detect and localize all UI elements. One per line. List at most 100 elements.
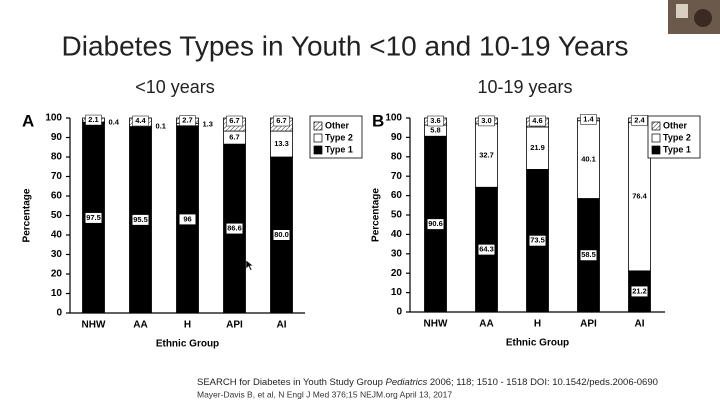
- y-tick-label: 50: [391, 210, 403, 221]
- label-box: [85, 114, 102, 126]
- data-label: 13.3: [274, 139, 289, 148]
- data-label: 80.0: [274, 230, 289, 239]
- data-label: 2.4: [634, 115, 645, 124]
- label-box: [179, 214, 196, 225]
- label-box: [631, 286, 648, 297]
- data-label: 6.7: [229, 133, 239, 142]
- x-tick-label: API: [226, 320, 243, 331]
- data-label: 64.3: [479, 245, 494, 254]
- data-label: 6.7: [229, 116, 239, 125]
- legend-swatch: [313, 121, 323, 131]
- x-tick-label: H: [534, 319, 541, 330]
- citation: SEARCH for Diabetes in Youth Study Group…: [197, 377, 658, 388]
- data-label: 40.1: [581, 155, 596, 164]
- legend-label: Type 2: [325, 132, 353, 142]
- data-label: 2.7: [182, 116, 192, 125]
- y-tick-label: 70: [391, 171, 403, 182]
- data-label: 4.6: [532, 116, 542, 125]
- label-box: [132, 115, 149, 127]
- legend-swatch: [313, 133, 323, 143]
- slide-title: Diabetes Types in Youth <10 and 10-19 Ye…: [62, 30, 629, 61]
- y-tick-label: 10: [51, 288, 63, 299]
- citation-part: SEARCH for Diabetes in Youth Study Group: [197, 377, 386, 388]
- data-label: 1.4: [583, 114, 594, 123]
- label-box: [85, 212, 102, 223]
- panel-letter: B: [372, 111, 384, 130]
- data-label: 32.7: [479, 151, 494, 160]
- data-label: 0.4: [109, 117, 120, 126]
- citation-part: 2006; 118; 1510 - 1518 DOI: 10.1542/peds…: [427, 377, 658, 388]
- label-box: [226, 223, 243, 234]
- data-label: 76.4: [632, 192, 647, 201]
- y-tick-label: 40: [51, 230, 63, 241]
- x-tick-label: AA: [133, 320, 147, 331]
- y-tick-label: 100: [385, 113, 402, 124]
- y-tick-label: 30: [51, 249, 63, 260]
- data-label: 2.1: [88, 115, 98, 124]
- x-tick-label: NHW: [424, 319, 448, 330]
- data-label: 3.0: [481, 116, 491, 125]
- y-tick-label: 80: [51, 152, 63, 163]
- chart-subtitle: <10 years: [135, 77, 215, 97]
- x-tick-label: NHW: [82, 320, 106, 331]
- citation: Mayer-Davis B, et al, N Engl J Med 376;1…: [197, 389, 452, 399]
- y-axis-label: Percentage: [371, 188, 382, 242]
- y-tick-label: 70: [51, 171, 63, 182]
- y-tick-label: 80: [391, 151, 403, 162]
- citation-part: Pediatrics: [386, 377, 428, 388]
- label-box: [226, 115, 243, 127]
- y-tick-label: 20: [51, 269, 63, 280]
- y-tick-label: 90: [51, 132, 63, 143]
- data-label: 5.8: [430, 126, 440, 135]
- label-box: [273, 230, 290, 240]
- label-box: [478, 115, 495, 127]
- x-tick-label: AI: [635, 319, 645, 330]
- y-tick-label: 100: [45, 113, 62, 124]
- x-tick-label: API: [580, 319, 597, 330]
- data-label: 4.4: [135, 116, 146, 125]
- y-tick-label: 90: [391, 132, 403, 143]
- data-label: 3.6: [430, 116, 440, 125]
- webcam-person: [694, 9, 712, 27]
- chart-subtitle: 10-19 years: [477, 77, 572, 97]
- label-box: [580, 114, 597, 125]
- y-tick-label: 0: [56, 308, 62, 319]
- data-label: 21.2: [632, 286, 647, 295]
- label-box: [529, 115, 546, 127]
- webcam-thumbnail: [668, 0, 720, 34]
- legend-swatch: [651, 145, 661, 155]
- panel-letter: A: [22, 111, 34, 130]
- legend-swatch: [651, 133, 661, 143]
- y-tick-label: 0: [396, 307, 402, 318]
- legend-swatch: [313, 145, 323, 155]
- data-label: 21.9: [530, 143, 545, 152]
- legend-swatch: [651, 121, 661, 131]
- y-tick-label: 30: [391, 248, 403, 259]
- y-tick-label: 20: [391, 268, 403, 279]
- y-axis-label: Percentage: [22, 188, 33, 242]
- data-label: 95.5: [133, 215, 148, 224]
- legend-label: Type 2: [663, 132, 691, 142]
- y-tick-label: 10: [391, 287, 403, 298]
- label-box: [179, 115, 196, 126]
- label-box: [273, 115, 290, 127]
- x-tick-label: AI: [277, 320, 287, 331]
- label-box: [427, 115, 444, 127]
- data-label: 1.3: [203, 120, 213, 129]
- y-tick-label: 50: [51, 210, 63, 221]
- y-tick-label: 60: [51, 191, 63, 202]
- label-box: [580, 250, 597, 261]
- y-tick-label: 40: [391, 229, 403, 240]
- legend-label: Type 1: [325, 144, 353, 154]
- data-label: 97.5: [86, 213, 101, 222]
- data-label: 90.6: [428, 219, 443, 228]
- y-tick-label: 60: [391, 190, 403, 201]
- mouse-cursor: [245, 259, 255, 271]
- x-tick-label: H: [184, 320, 191, 331]
- data-label: 86.6: [227, 224, 242, 233]
- label-box: [132, 214, 149, 225]
- legend-label: Type 1: [663, 144, 691, 154]
- label-box: [631, 115, 648, 126]
